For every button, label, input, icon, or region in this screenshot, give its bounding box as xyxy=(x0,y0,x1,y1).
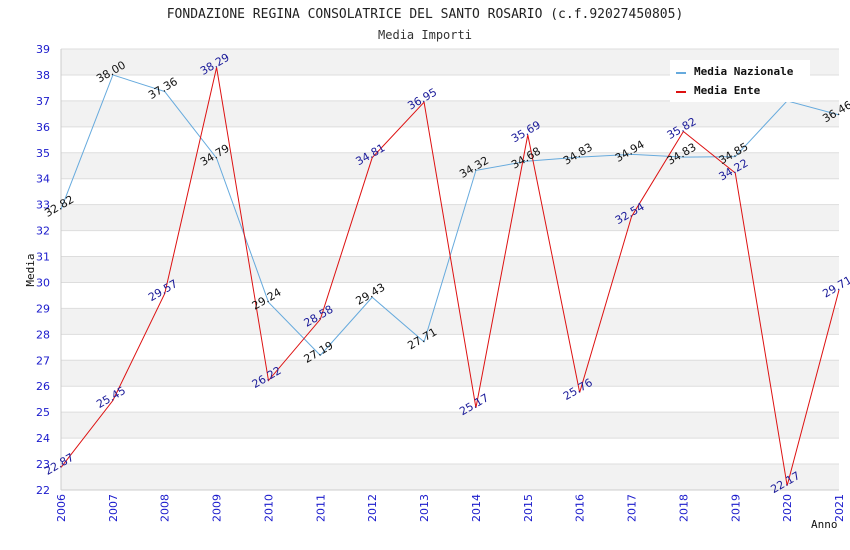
grid-bands xyxy=(61,49,839,490)
y-tick-label: 38 xyxy=(36,69,50,82)
y-axis-label: Media xyxy=(24,253,37,286)
chart-title: FONDAZIONE REGINA CONSOLATRICE DEL SANTO… xyxy=(167,7,684,22)
x-axis-ticks: 2006 2007 2008 2009 2010 2011 2012 2013 2014 2015… xyxy=(55,494,846,522)
x-tick-label: 2014 xyxy=(470,494,483,522)
chart-subtitle: Media Importi xyxy=(378,28,472,42)
y-tick-label: 34 xyxy=(36,173,50,186)
y-tick-label: 25 xyxy=(36,406,50,419)
x-tick-label: 2006 xyxy=(55,494,68,522)
grid-band xyxy=(61,100,839,127)
grid-band xyxy=(61,412,839,439)
y-tick-label: 30 xyxy=(36,276,50,289)
x-tick-label: 2007 xyxy=(107,494,120,522)
x-tick-label: 2017 xyxy=(626,494,639,522)
legend: Media Nazionale Media Ente xyxy=(670,60,810,102)
y-tick-label: 29 xyxy=(36,302,50,315)
y-tick-label: 37 xyxy=(36,95,50,108)
series-lines xyxy=(60,67,840,486)
x-tick-label: 2020 xyxy=(781,494,794,522)
y-tick-label: 27 xyxy=(36,354,50,367)
y-tick-label: 36 xyxy=(36,121,50,134)
y-tick-label: 39 xyxy=(36,43,50,56)
x-axis-label: Anno xyxy=(811,518,838,531)
data-label-media-ente: 25.45 xyxy=(94,384,128,411)
y-tick-label: 22 xyxy=(36,484,50,497)
y-tick-label: 26 xyxy=(36,380,50,393)
legend-label-media-ente: Media Ente xyxy=(694,84,761,97)
grid-band xyxy=(61,204,839,231)
grid-band xyxy=(61,360,839,387)
data-label-media-nazionale: 37.36 xyxy=(146,75,180,102)
y-tick-label: 33 xyxy=(36,199,50,212)
x-tick-label: 2009 xyxy=(211,494,224,522)
data-label-media-nazionale: 29.43 xyxy=(354,281,388,308)
y-tick-label: 28 xyxy=(36,328,50,341)
y-tick-label: 23 xyxy=(36,458,50,471)
y-tick-label: 32 xyxy=(36,225,50,238)
grid-band xyxy=(61,308,839,335)
x-tick-label: 2013 xyxy=(418,494,431,522)
legend-label-media-nazionale: Media Nazionale xyxy=(694,65,794,78)
x-tick-label: 2016 xyxy=(574,494,587,522)
y-tick-label: 31 xyxy=(36,251,50,264)
x-tick-label: 2011 xyxy=(314,494,327,522)
y-tick-label: 24 xyxy=(36,432,50,445)
x-tick-label: 2018 xyxy=(677,494,690,522)
grid-band xyxy=(61,464,839,490)
axes xyxy=(60,49,839,491)
x-tick-label: 2008 xyxy=(159,494,172,522)
x-tick-label: 2012 xyxy=(366,494,379,522)
legend-box xyxy=(670,60,810,102)
y-axis-ticks: 22 23 24 25 26 27 28 29 30 31 32 33 34 35 36 37 38 39 xyxy=(36,43,50,497)
x-tick-label: 2015 xyxy=(522,494,535,522)
y-tick-label: 35 xyxy=(36,147,50,160)
x-tick-label: 2021 xyxy=(833,494,846,522)
grid-band xyxy=(61,256,839,283)
series-line-media-ente xyxy=(60,67,840,486)
x-tick-label: 2010 xyxy=(262,494,275,522)
x-tick-label: 2019 xyxy=(729,494,742,522)
